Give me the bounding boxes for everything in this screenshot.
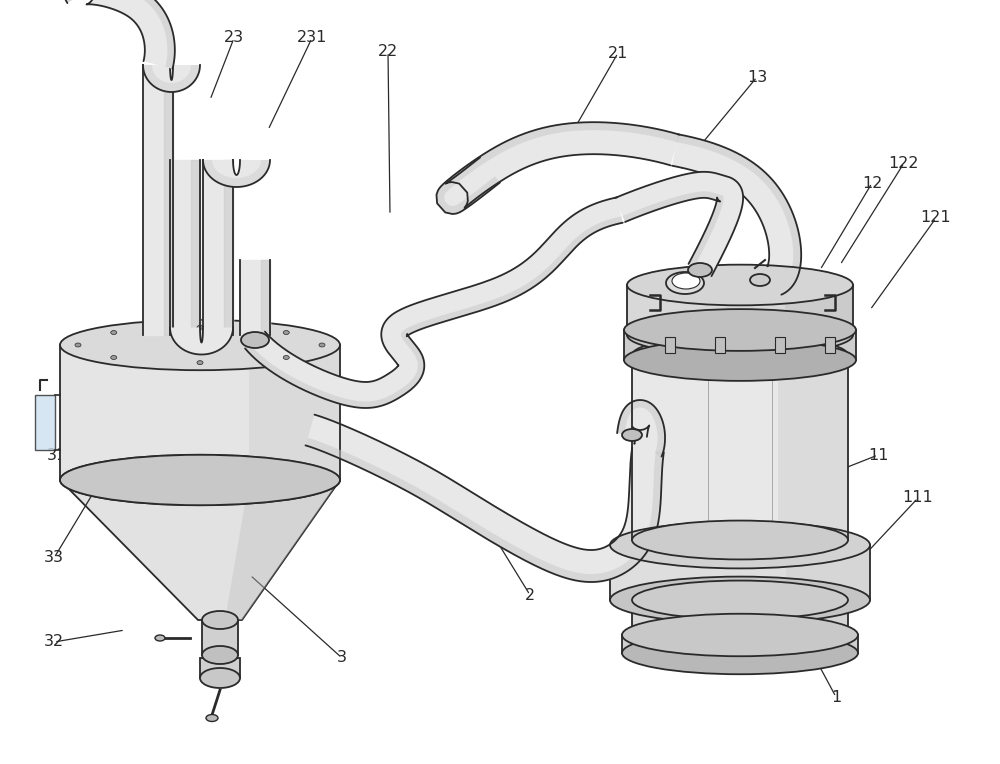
Ellipse shape (111, 355, 117, 360)
Ellipse shape (622, 632, 858, 675)
Text: 111: 111 (903, 490, 933, 506)
Polygon shape (627, 285, 853, 335)
Text: 231: 231 (297, 31, 327, 46)
Ellipse shape (319, 343, 325, 347)
Ellipse shape (672, 273, 700, 289)
Ellipse shape (60, 455, 340, 505)
Ellipse shape (60, 455, 340, 505)
Polygon shape (143, 65, 200, 92)
Polygon shape (202, 620, 238, 655)
Polygon shape (64, 0, 175, 69)
Text: 11: 11 (868, 448, 888, 462)
Text: 122: 122 (889, 156, 919, 170)
Polygon shape (436, 122, 680, 214)
Text: 12: 12 (862, 176, 882, 190)
Polygon shape (436, 122, 680, 214)
Ellipse shape (155, 635, 165, 641)
Polygon shape (64, 0, 175, 69)
Ellipse shape (202, 611, 238, 629)
Polygon shape (632, 355, 848, 540)
Ellipse shape (624, 339, 856, 381)
Polygon shape (617, 400, 665, 457)
Polygon shape (203, 160, 270, 187)
Ellipse shape (627, 315, 853, 355)
Ellipse shape (197, 325, 203, 329)
Ellipse shape (622, 429, 642, 441)
Polygon shape (624, 330, 856, 360)
Polygon shape (676, 134, 801, 295)
Ellipse shape (632, 616, 848, 655)
Polygon shape (610, 545, 870, 600)
Text: 33: 33 (44, 551, 64, 565)
Polygon shape (245, 216, 623, 408)
Ellipse shape (200, 668, 240, 688)
Ellipse shape (688, 263, 712, 277)
Polygon shape (715, 337, 725, 353)
Polygon shape (775, 337, 785, 353)
Polygon shape (60, 480, 340, 620)
Polygon shape (203, 160, 270, 187)
Ellipse shape (632, 581, 848, 620)
Text: 13: 13 (747, 70, 767, 85)
Ellipse shape (75, 343, 81, 347)
Polygon shape (665, 337, 675, 353)
Ellipse shape (241, 332, 269, 348)
Polygon shape (778, 600, 848, 635)
Polygon shape (143, 65, 200, 92)
Ellipse shape (202, 646, 238, 664)
Text: 21: 21 (608, 46, 628, 60)
Ellipse shape (610, 577, 870, 623)
Ellipse shape (627, 264, 853, 306)
Polygon shape (632, 600, 848, 635)
Ellipse shape (206, 714, 218, 721)
Ellipse shape (111, 331, 117, 335)
Text: 2: 2 (525, 588, 535, 603)
Text: 31: 31 (47, 448, 67, 462)
Polygon shape (170, 328, 233, 354)
Polygon shape (785, 285, 853, 335)
Polygon shape (825, 337, 835, 353)
Ellipse shape (60, 320, 340, 371)
Text: 1: 1 (831, 689, 841, 704)
Polygon shape (781, 330, 856, 360)
Ellipse shape (632, 520, 848, 559)
Ellipse shape (624, 309, 856, 351)
Ellipse shape (622, 613, 858, 656)
Ellipse shape (197, 361, 203, 364)
Polygon shape (200, 658, 240, 678)
Polygon shape (60, 345, 340, 480)
Polygon shape (245, 197, 623, 408)
Polygon shape (786, 545, 870, 600)
Ellipse shape (283, 355, 289, 360)
Polygon shape (615, 172, 743, 276)
Polygon shape (623, 191, 724, 267)
Text: 22: 22 (378, 44, 398, 60)
Text: 3: 3 (337, 650, 347, 665)
Bar (35, 395, 55, 450)
Polygon shape (225, 480, 340, 620)
Text: 23: 23 (224, 31, 244, 46)
Ellipse shape (632, 335, 848, 374)
Polygon shape (617, 400, 665, 457)
Polygon shape (622, 635, 858, 653)
Polygon shape (249, 345, 340, 480)
Ellipse shape (750, 274, 770, 286)
Text: 121: 121 (921, 211, 951, 225)
Polygon shape (305, 438, 664, 582)
Text: 32: 32 (44, 634, 64, 649)
Ellipse shape (610, 522, 870, 568)
Polygon shape (778, 355, 848, 540)
Ellipse shape (283, 331, 289, 335)
Polygon shape (672, 134, 801, 295)
Ellipse shape (666, 272, 704, 294)
Polygon shape (305, 415, 664, 582)
Polygon shape (781, 635, 858, 653)
